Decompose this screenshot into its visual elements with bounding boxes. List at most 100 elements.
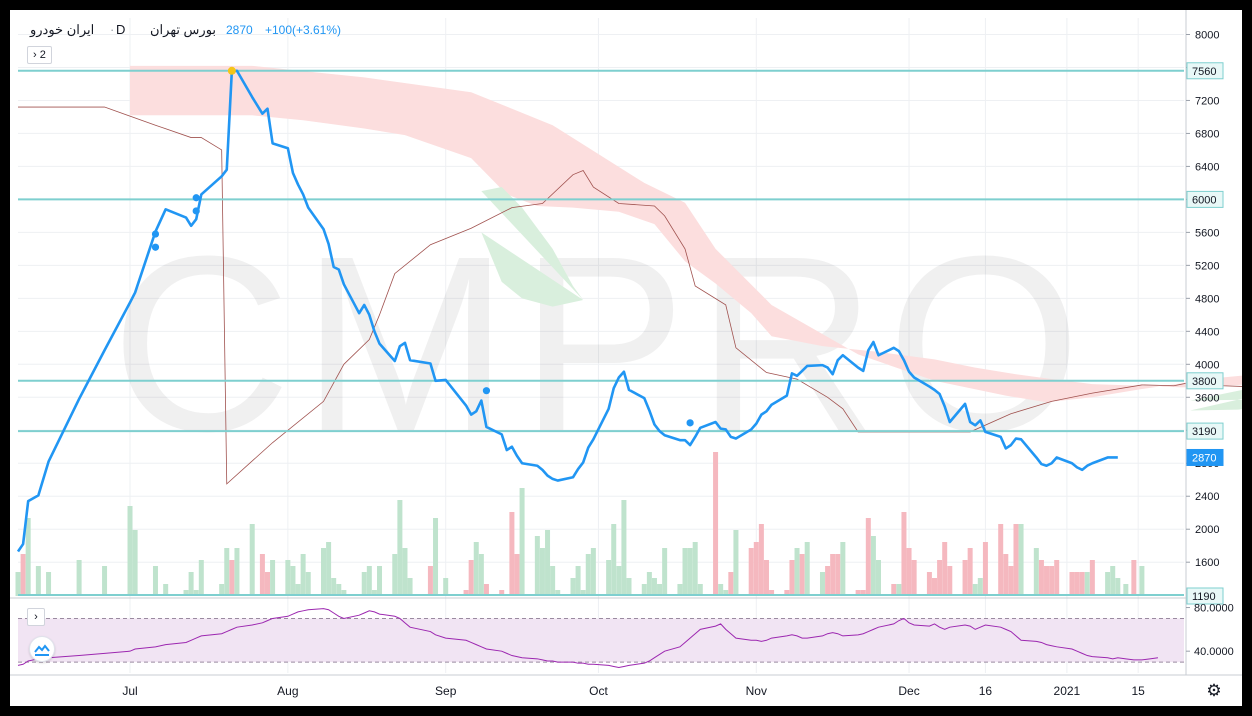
- volume-bar: [606, 560, 612, 596]
- volume-bar: [1115, 578, 1121, 596]
- volume-bar: [514, 554, 520, 596]
- price-axis-label: 5600: [1195, 227, 1219, 239]
- volume-bar: [427, 566, 433, 596]
- price-axis-label: 6400: [1195, 161, 1219, 173]
- volume-bar: [224, 548, 230, 596]
- volume-bar: [662, 548, 668, 596]
- volume-bar: [906, 548, 912, 596]
- price-change-percent: (+3.61%): [292, 23, 342, 37]
- cloud-bull: [481, 187, 584, 307]
- volume-bar: [326, 542, 332, 596]
- time-axis: Jul Aug Sep Oct Nov Dec 16 2021 15: [122, 684, 1145, 698]
- volume-bar: [1123, 584, 1129, 596]
- price-label-text: 6000: [1192, 194, 1216, 206]
- volume-bar: [1018, 524, 1024, 596]
- volume-bar: [870, 536, 876, 596]
- volume-bar: [977, 578, 983, 596]
- volume-bar: [1110, 566, 1116, 596]
- rsi-line: [17, 608, 1159, 669]
- volume-bar: [723, 590, 729, 596]
- volume-bar: [784, 590, 790, 596]
- volume-bar: [35, 566, 41, 596]
- volume-bar: [825, 566, 831, 596]
- volume-bar: [341, 590, 347, 596]
- volume-bar: [580, 590, 586, 596]
- time-axis-label: Nov: [746, 684, 767, 698]
- volume-bar: [840, 542, 846, 596]
- horizontal-levels: [18, 69, 1184, 596]
- marker-blue: [192, 207, 200, 215]
- volume-bar: [433, 518, 439, 596]
- volume-bar: [519, 488, 525, 596]
- volume-bar: [855, 590, 861, 596]
- volume-bar: [127, 506, 133, 596]
- volume-bar: [758, 524, 764, 596]
- time-axis-label: Dec: [898, 684, 919, 698]
- volume-bar: [677, 584, 683, 596]
- volume-bar: [152, 566, 158, 596]
- volume-bar: [1013, 524, 1019, 596]
- volume-bar: [183, 590, 189, 596]
- time-axis-label: 15: [1131, 684, 1145, 698]
- indicator-toggle-button[interactable]: › 2: [27, 46, 52, 64]
- volume-bar: [76, 560, 82, 596]
- volume-bar: [1074, 572, 1080, 596]
- volume-bar: [295, 584, 301, 596]
- volume-bar: [478, 554, 484, 596]
- volume-bar: [998, 524, 1004, 596]
- volume-bar: [290, 566, 296, 596]
- time-axis-label: Sep: [435, 684, 457, 698]
- volume-bar: [102, 566, 108, 596]
- volume-bar: [748, 548, 754, 596]
- time-axis-label: Aug: [277, 684, 298, 698]
- volume-bar: [646, 572, 652, 596]
- volume-bar: [896, 584, 902, 596]
- volume-bar: [377, 566, 383, 596]
- volume-bar: [611, 524, 617, 596]
- volume-bar: [575, 566, 581, 596]
- volume-bar: [270, 560, 276, 596]
- volume-bar: [443, 578, 449, 596]
- volume-bar: [932, 578, 938, 596]
- gear-icon[interactable]: ⚙: [1206, 681, 1222, 700]
- rsi-toggle-button[interactable]: ›: [27, 608, 45, 626]
- volume-bar: [942, 542, 948, 596]
- price-change: +100: [265, 23, 293, 37]
- volume-bar: [1139, 566, 1145, 596]
- interval-label[interactable]: D: [116, 22, 126, 37]
- volume-bar: [234, 548, 240, 596]
- volume-bar: [1069, 572, 1075, 596]
- volume-bar: [259, 554, 265, 596]
- chart-svg[interactable]: CMPRO80007600720068006400600056005200480…: [10, 10, 1242, 706]
- volume-bar: [264, 572, 270, 596]
- volume-bar: [1038, 560, 1044, 596]
- volume-bar: [733, 530, 739, 596]
- volume-bar: [361, 572, 367, 596]
- rsi-axis-label: 40.0000: [1194, 646, 1234, 658]
- price-label-text: 7560: [1192, 66, 1216, 78]
- rsi-axis-label: 80.0000: [1194, 603, 1234, 615]
- indicator-logo-icon[interactable]: [29, 636, 55, 662]
- rsi-panel: 80.0000 40.0000: [17, 603, 1234, 669]
- volume-bar: [692, 542, 698, 596]
- header-separator: ·: [110, 22, 115, 37]
- volume-bar: [1131, 560, 1137, 596]
- indicator-logo-glyph: [34, 644, 50, 656]
- price-axis-label: 1600: [1195, 557, 1219, 569]
- volume-bar: [937, 560, 943, 596]
- volume-bar: [305, 572, 311, 596]
- price-axis-label: 4400: [1195, 326, 1219, 338]
- price-axis-label: 4800: [1195, 293, 1219, 305]
- volume-bar: [20, 554, 26, 596]
- volume-bar: [1049, 566, 1055, 596]
- volume-bar: [463, 590, 469, 596]
- price-axis: 8000760072006800640060005600520048004400…: [1186, 29, 1224, 605]
- price-axis-label: 3600: [1195, 392, 1219, 404]
- time-axis-label: 16: [979, 684, 993, 698]
- marker-blue: [482, 387, 491, 395]
- price-axis-label: 2000: [1195, 524, 1219, 536]
- volume-bar: [321, 548, 327, 596]
- time-axis-label: Jul: [122, 684, 137, 698]
- volume-bar: [585, 554, 591, 596]
- symbol-name: ایران خودرو: [30, 22, 95, 37]
